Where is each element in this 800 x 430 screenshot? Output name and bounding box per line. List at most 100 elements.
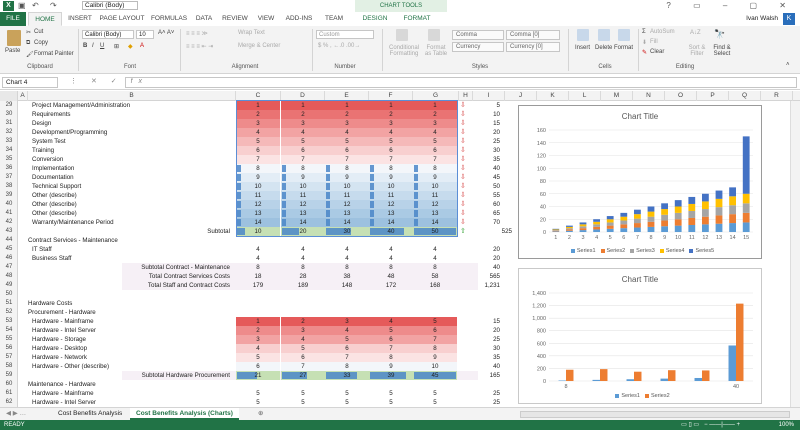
cell[interactable]: 12 [413, 200, 457, 209]
cell[interactable]: 3 [281, 119, 325, 128]
row-header[interactable]: 36 [5, 165, 13, 171]
cell[interactable]: 7 [236, 155, 280, 164]
row-total[interactable]: 20 [493, 255, 500, 262]
cell[interactable]: 10 [281, 182, 325, 191]
format-cells-icon[interactable] [618, 29, 630, 41]
cell[interactable]: 4 [236, 254, 280, 263]
cell[interactable]: 5 [281, 398, 325, 407]
quick-font-select[interactable]: Calibri (Body) [82, 1, 138, 10]
row-total[interactable]: 50 [493, 183, 500, 190]
cell-value[interactable]: 5 [389, 399, 393, 406]
row-header[interactable]: 53 [5, 318, 13, 324]
row-total[interactable]: 25 [493, 336, 500, 343]
row-total[interactable]: 55 [493, 192, 500, 199]
sheet-nav-icon[interactable]: ◀ ▶ … [6, 410, 27, 417]
undo-icon[interactable]: ↶ [32, 1, 39, 10]
col-header-p[interactable]: P [697, 91, 729, 101]
cell-value[interactable]: 18 [254, 273, 262, 280]
cell[interactable]: 8 [281, 164, 325, 173]
cell-value[interactable]: 3 [301, 120, 305, 127]
cell[interactable]: 1 [369, 101, 413, 110]
cell[interactable]: 13 [281, 209, 325, 218]
cell-value[interactable]: 28 [299, 273, 307, 280]
row-label[interactable]: Documentation [32, 174, 74, 181]
cell[interactable]: 20 [281, 227, 325, 236]
cell-value[interactable]: 13 [387, 210, 395, 217]
cell-value[interactable]: 4 [256, 345, 260, 352]
cell-value[interactable]: 6 [345, 147, 349, 154]
cell-value[interactable]: 8 [345, 264, 349, 271]
row-label[interactable]: Other (describe) [32, 210, 77, 217]
style-comma0[interactable]: Comma [0] [506, 30, 560, 40]
cell-value[interactable]: 12 [299, 201, 307, 208]
row-total[interactable] [476, 299, 500, 308]
cell-value[interactable]: 172 [385, 282, 397, 289]
cell-value[interactable]: 5 [345, 399, 349, 406]
cell[interactable]: 189 [281, 281, 325, 290]
row-label[interactable]: Hardware - Storage [32, 336, 86, 343]
cell[interactable]: 14 [236, 218, 280, 227]
cell[interactable]: 5 [236, 398, 280, 407]
cell[interactable]: 9 [369, 173, 413, 182]
formula-input[interactable] [125, 77, 797, 88]
cell[interactable]: 4 [413, 254, 457, 263]
cell[interactable]: 8 [413, 263, 457, 272]
cell[interactable]: 2 [325, 110, 369, 119]
col-header-n[interactable]: N [633, 91, 665, 101]
cell-value[interactable]: 11 [343, 192, 351, 199]
row-total[interactable]: 5 [496, 102, 500, 109]
cell[interactable]: 5 [325, 398, 369, 407]
row-total[interactable]: 45 [493, 174, 500, 181]
cell[interactable]: 5 [369, 398, 413, 407]
cell[interactable]: 13 [236, 209, 280, 218]
cell-value[interactable]: 5 [433, 138, 437, 145]
save-icon[interactable]: ▣ [18, 1, 26, 10]
cell-value[interactable]: 14 [254, 219, 262, 226]
cut-icon[interactable]: ✂ [26, 30, 32, 36]
row-label[interactable]: Total Contract Services Costs [148, 273, 230, 280]
cell[interactable]: 9 [413, 353, 457, 362]
copy-button[interactable]: Copy [34, 40, 49, 46]
sheet-tab-charts[interactable]: Cost Benefits Analysis (Charts) [130, 408, 239, 420]
cell[interactable]: 12 [236, 200, 280, 209]
tab-design[interactable]: DESIGN [362, 15, 388, 22]
cell[interactable]: 8 [325, 263, 369, 272]
row-total[interactable]: 40 [493, 264, 500, 271]
wrap-text-button[interactable]: Wrap Text [238, 30, 265, 36]
cell[interactable]: 21 [236, 371, 280, 380]
cell[interactable]: 5 [413, 398, 457, 407]
cell-value[interactable]: 11 [299, 192, 307, 199]
cell-value[interactable]: 2 [256, 111, 260, 118]
cell-value[interactable]: 7 [389, 345, 393, 352]
conditional-formatting-button[interactable]: Conditional Formatting [388, 45, 420, 57]
cell-value[interactable]: 1 [301, 102, 305, 109]
borders-icon[interactable]: ⊞ [114, 44, 120, 50]
cell-value[interactable]: 5 [256, 390, 260, 397]
tab-format[interactable]: FORMAT [403, 15, 431, 22]
cell-value[interactable]: 14 [299, 219, 307, 226]
tab-file[interactable]: FILE [0, 12, 26, 26]
col-header-i[interactable]: I [473, 91, 505, 101]
row-total[interactable]: 30 [493, 345, 500, 352]
row-total[interactable]: 15 [493, 318, 500, 325]
cell[interactable]: 6 [325, 146, 369, 155]
cell-value[interactable]: 8 [345, 363, 349, 370]
cell-value[interactable]: 5 [301, 345, 305, 352]
cell-value[interactable]: 4 [345, 129, 349, 136]
cell[interactable]: 5 [281, 137, 325, 146]
cell-value[interactable]: 6 [301, 354, 305, 361]
row-total[interactable] [476, 308, 500, 317]
format-painter-button[interactable]: Format Painter [34, 51, 74, 57]
cell[interactable]: 5 [369, 389, 413, 398]
cell[interactable]: 13 [413, 209, 457, 218]
cell-value[interactable]: 13 [254, 210, 262, 217]
cell[interactable]: 48 [369, 272, 413, 281]
row-label[interactable]: Subtotal Contract - Maintenance [141, 264, 230, 271]
conditional-formatting-icon[interactable] [396, 29, 408, 41]
cell[interactable]: 4 [369, 254, 413, 263]
cell-value[interactable]: 9 [301, 174, 305, 181]
cell[interactable] [369, 236, 413, 245]
merge-center-button[interactable]: Merge & Center [238, 43, 281, 49]
row-header[interactable]: 44 [5, 237, 13, 243]
